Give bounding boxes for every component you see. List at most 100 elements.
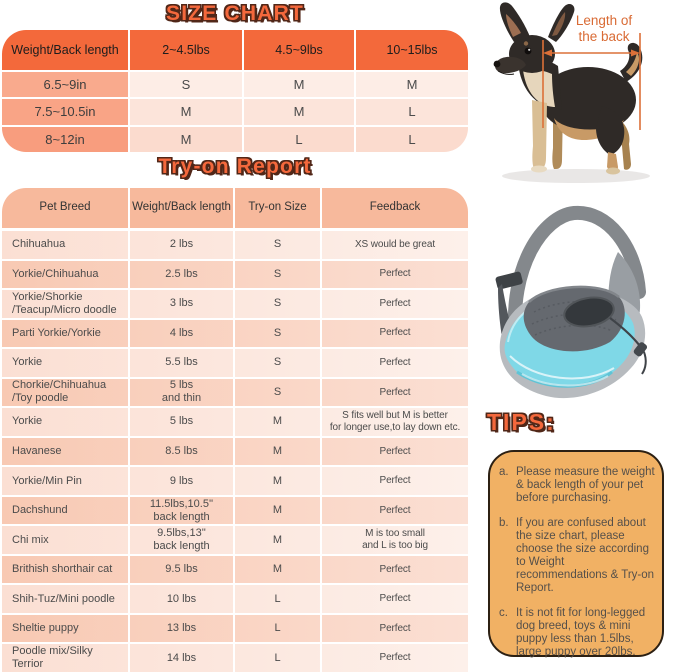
table-row: Chi mix 9.5lbs,13'' back length M M is too … <box>2 524 468 554</box>
table-cell: 9.5 lbs <box>128 555 233 584</box>
table-cell: 9 lbs <box>128 467 233 495</box>
table-cell: Poodle mix/Silky Terrior <box>12 645 93 671</box>
table-cell: Havanese <box>12 445 62 457</box>
table-cell: 10 lbs <box>128 585 233 613</box>
table-cell: 14 lbs <box>128 644 233 672</box>
table-cell: Shih-Tuz/Mini poodle <box>12 592 115 605</box>
table-cell: Perfect <box>320 437 468 466</box>
tip-marker: b. <box>499 516 509 529</box>
table-cell: Perfect <box>320 319 468 348</box>
table-cell: 5 lbs and thin <box>128 378 233 407</box>
column-header: 10~15lbs <box>354 30 468 70</box>
table-cell: 13 lbs <box>128 614 233 643</box>
tips-box: a. Please measure the weight & back leng… <box>488 450 664 659</box>
table-cell: Dachshund <box>12 504 68 517</box>
table-row: 8~12in M L L <box>2 124 468 152</box>
table-row: Parti Yorkie/Yorkie 4 lbs S Perfect <box>2 317 468 348</box>
table-row: Chorkie/Chihuahua /Toy poodle 5 lbs and t… <box>2 376 468 407</box>
table-cell: 4 lbs <box>128 319 233 348</box>
table-cell: XS would be great <box>320 231 468 259</box>
table-cell: Perfect <box>320 555 468 584</box>
table-cell: Perfect <box>320 496 468 525</box>
column-header: Feedback <box>320 188 468 228</box>
table-cell: M <box>233 408 320 436</box>
column-header: Weight/Back length <box>11 42 119 57</box>
table-cell: S fits well but M is better for longer u… <box>320 408 468 436</box>
table-cell: 3 lbs <box>128 290 233 318</box>
table-row: Yorkie/Chihuahua 2.5 lbs S Perfect <box>2 258 468 289</box>
table-cell: 8.5 lbs <box>128 437 233 466</box>
table-cell: 11.5lbs,10.5'' back length <box>128 496 233 525</box>
table-row: Chihuahua 2 lbs S XS would be great <box>2 229 468 259</box>
table-cell: M <box>233 526 320 554</box>
table-cell: Perfect <box>320 378 468 407</box>
table-cell: Yorkie <box>12 356 43 369</box>
table-cell: S <box>233 260 320 289</box>
table-cell: Perfect <box>320 349 468 377</box>
table-cell: Perfect <box>320 585 468 613</box>
table-cell: M <box>128 126 242 152</box>
table-cell: Yorkie/Shorkie /Teacup/Micro doodle <box>12 290 117 316</box>
table-header-row: Pet Breed Weight/Back length Try-on Size Fe… <box>2 188 468 229</box>
table-row: Shih-Tuz/Mini poodle 10 lbs L Perfect <box>2 583 468 613</box>
tryon-report-table: Pet Breed Weight/Back length Try-on Size Fe… <box>2 188 468 672</box>
tip-marker: c. <box>499 606 508 619</box>
table-cell: 7.5~10.5in <box>2 99 128 125</box>
table-cell: Perfect <box>320 260 468 289</box>
tip-text: Please measure the weight & back length … <box>516 466 655 504</box>
table-cell: S <box>233 231 320 259</box>
table-cell: 5.5 lbs <box>128 349 233 377</box>
table-cell: S <box>233 319 320 348</box>
table-cell: Yorkie <box>12 415 43 428</box>
table-cell: Chihuahua <box>12 238 66 251</box>
tip-item-b: b. If you are confused about the size ch… <box>499 517 657 595</box>
table-row: Yorkie/Min Pin 9 lbs M Perfect <box>2 465 468 495</box>
table-cell: M <box>233 496 320 525</box>
table-cell: Sheltie puppy <box>12 622 79 635</box>
table-cell: M <box>242 72 354 98</box>
dog-measurement-figure <box>468 0 679 190</box>
table-row: Sheltie puppy 13 lbs L Perfect <box>2 612 468 643</box>
table-cell: Yorkie/Chihuahua <box>12 267 99 280</box>
table-cell: L <box>233 614 320 643</box>
table-cell: Perfect <box>320 467 468 495</box>
size-chart-title: SIZE CHART <box>166 2 304 25</box>
tip-item-c: c. It is not fit for long-legged dog bre… <box>499 607 657 659</box>
table-row: 6.5~9in S M M <box>2 70 468 98</box>
table-row: Yorkie 5 lbs M S fits well but M is better … <box>2 406 468 436</box>
tip-text: It is not fit for long-legged dog breed,… <box>516 606 646 658</box>
table-cell: M <box>233 555 320 584</box>
table-cell: Yorkie/Min Pin <box>12 474 82 487</box>
table-cell: L <box>354 99 468 125</box>
table-header-row: Weight/Back length 2~4.5lbs 4.5~9lbs 10~15l… <box>2 30 468 70</box>
table-cell: 9.5lbs,13'' back length <box>128 526 233 554</box>
tip-marker: a. <box>499 466 509 478</box>
table-cell: Parti Yorkie/Yorkie <box>12 326 101 339</box>
table-row: Brithish shorthair cat 9.5 lbs M Perfect <box>2 553 468 584</box>
table-cell: 2 lbs <box>128 231 233 259</box>
table-cell: S <box>128 72 242 98</box>
table-row: Poodle mix/Silky Terrior 14 lbs L Perfect <box>2 642 468 672</box>
table-row: Dachshund 11.5lbs,10.5'' back length M Perf… <box>2 494 468 525</box>
table-cell: 5 lbs <box>128 408 233 436</box>
back-length-annotation: Length of the back <box>575 13 633 44</box>
table-cell: Chorkie/Chihuahua /Toy poodle <box>12 379 107 405</box>
table-cell: M <box>242 99 354 125</box>
table-cell: 8~12in <box>2 126 128 152</box>
chihuahua-illustration <box>493 2 650 183</box>
size-chart-table: Weight/Back length 2~4.5lbs 4.5~9lbs 10~15l… <box>2 30 468 152</box>
table-cell: M <box>128 99 242 125</box>
table-cell: Perfect <box>320 614 468 643</box>
table-cell: Perfect <box>320 290 468 318</box>
column-header: 4.5~9lbs <box>242 30 354 70</box>
table-cell: Chi mix <box>12 533 49 546</box>
table-cell: M <box>233 437 320 466</box>
back-length-measure-lines <box>542 33 641 130</box>
table-cell: M <box>354 72 468 98</box>
column-header: Try-on Size <box>233 188 320 228</box>
tip-item-a: a. Please measure the weight & back leng… <box>499 466 657 505</box>
table-cell: 2.5 lbs <box>128 260 233 289</box>
table-row: Yorkie 5.5 lbs S Perfect <box>2 347 468 377</box>
tryon-report-title: Try-on Report <box>158 155 312 178</box>
